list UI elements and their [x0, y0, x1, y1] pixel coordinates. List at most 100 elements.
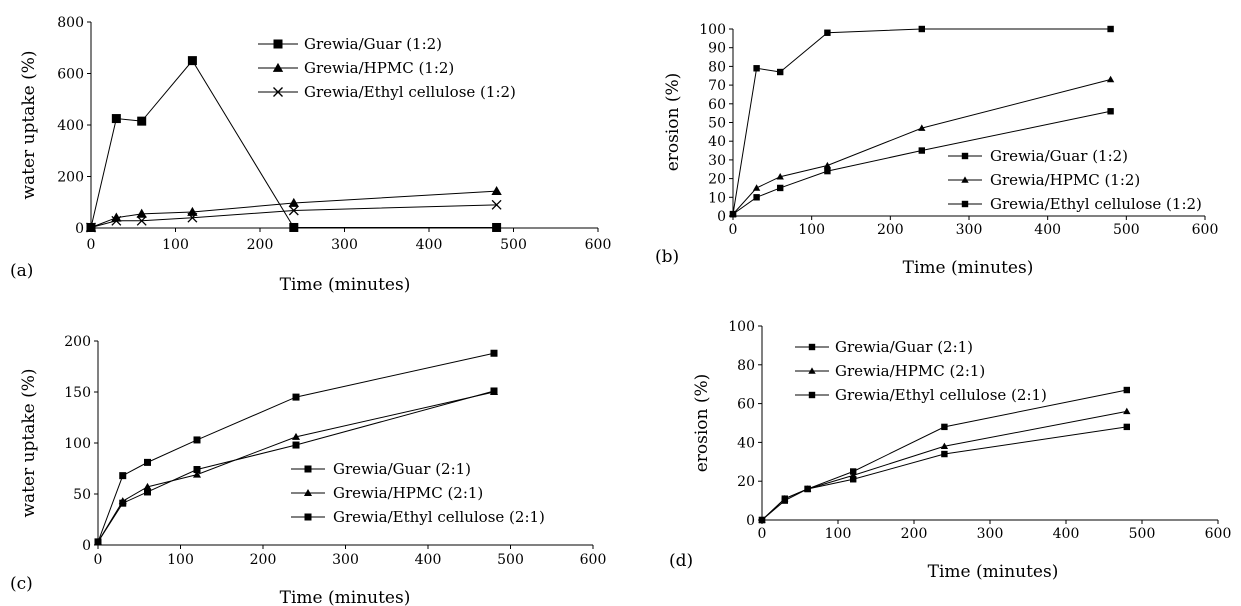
series-3 — [729, 108, 1114, 218]
y-tick-label: 40 — [737, 435, 755, 451]
data-point — [918, 147, 925, 154]
y-tick-label: 0 — [746, 513, 755, 529]
series-line — [761, 410, 1127, 521]
x-tick-label: 600 — [1205, 526, 1232, 542]
legend-label: Grewia/Guar (2:1) — [333, 460, 471, 478]
data-point — [729, 210, 737, 218]
y-axis-title: water uptake (%) — [19, 50, 39, 199]
data-point — [781, 497, 788, 504]
x-tick-label: 400 — [1053, 526, 1080, 542]
data-point — [758, 516, 766, 524]
y-tick-label: 90 — [708, 41, 726, 57]
x-tick-label: 200 — [250, 552, 277, 568]
legend-label: Grewia/Ethyl cellulose (1:2) — [304, 83, 516, 101]
legend-entry: Grewia/Guar (2:1) — [795, 338, 973, 356]
legend-entry: Grewia/HPMC (1:2) — [948, 171, 1140, 189]
y-tick-label: 200 — [64, 334, 91, 350]
data-point — [136, 215, 147, 226]
y-tick-label: 10 — [708, 190, 726, 206]
legend-marker — [304, 465, 312, 473]
legend-marker — [961, 200, 969, 208]
series-line — [732, 79, 1111, 215]
series-2 — [729, 75, 1115, 217]
legend-marker — [304, 513, 312, 521]
y-tick-label: 100 — [728, 319, 755, 335]
data-point — [292, 393, 300, 401]
legend-marker — [303, 488, 313, 497]
legend-label: Grewia/Guar (1:2) — [990, 147, 1128, 165]
legend-label: Grewia/HPMC (2:1) — [835, 362, 985, 380]
legend-label: Grewia/Ethyl cellulose (1:2) — [990, 195, 1202, 213]
x-tick-label: 500 — [500, 237, 527, 253]
legend-marker — [808, 367, 816, 374]
panel-label: (c) — [10, 574, 33, 594]
y-tick-label: 0 — [82, 538, 91, 554]
data-point — [490, 349, 498, 357]
y-tick-label: 150 — [64, 385, 91, 401]
data-point — [136, 208, 147, 218]
y-tick-label: 40 — [708, 134, 726, 150]
x-tick-label: 100 — [825, 526, 852, 542]
data-point — [940, 442, 949, 450]
series-line — [97, 352, 495, 543]
legend-entry: Grewia/Ethyl cellulose (2:1) — [795, 386, 1047, 404]
series-3 — [758, 423, 1130, 524]
x-tick-label: 0 — [87, 237, 96, 253]
data-point — [752, 184, 761, 191]
data-point — [776, 173, 784, 180]
legend-entry: Grewia/Ethyl cellulose (2:1) — [291, 508, 545, 526]
y-tick-label: 20 — [708, 172, 726, 188]
data-point — [941, 450, 948, 458]
x-tick-label: 300 — [956, 222, 983, 238]
x-tick-label: 500 — [497, 552, 524, 568]
data-point — [1107, 108, 1114, 115]
y-tick-label: 600 — [57, 67, 84, 83]
chart-c: 0 50 100 150 200 0 100 200 300 400 500 600 Time (min… — [10, 334, 606, 606]
x-tick-label: 0 — [94, 552, 103, 568]
x-tick-label: 300 — [331, 237, 358, 253]
x-tick-label: 400 — [416, 237, 443, 253]
series-line — [732, 28, 1111, 215]
data-point — [119, 499, 127, 507]
legend-marker — [808, 391, 816, 399]
y-tick-label: 0 — [717, 209, 726, 225]
series-3 — [86, 199, 502, 233]
data-point — [292, 441, 300, 449]
series-line — [90, 59, 497, 228]
x-tick-label: 600 — [580, 552, 607, 568]
y-tick-label: 50 — [73, 487, 91, 503]
legend-label: Grewia/HPMC (1:2) — [304, 59, 454, 77]
y-axis-title: erosion (%) — [663, 73, 683, 172]
panel-label: (d) — [669, 551, 693, 571]
data-point — [824, 167, 831, 175]
data-point — [850, 468, 857, 475]
legend-entry: Grewia/HPMC (2:1) — [795, 362, 985, 380]
data-point — [777, 68, 784, 76]
data-point — [1123, 386, 1130, 394]
y-tick-label: 60 — [708, 97, 726, 113]
data-point — [111, 212, 122, 222]
data-point — [850, 476, 857, 483]
data-point — [144, 488, 151, 496]
data-point — [288, 197, 299, 207]
y-tick-label: 20 — [737, 474, 755, 490]
data-point — [1123, 423, 1130, 431]
x-tick-label: 200 — [877, 222, 904, 238]
y-tick-label: 400 — [57, 118, 84, 134]
data-point — [187, 206, 198, 216]
legend-marker — [273, 87, 283, 97]
data-point — [824, 29, 831, 36]
legend-label: Grewia/HPMC (2:1) — [333, 484, 483, 502]
data-point — [492, 222, 502, 232]
panel-label: (a) — [10, 261, 33, 281]
x-tick-label: 100 — [162, 237, 189, 253]
legend-marker — [961, 152, 969, 160]
x-tick-label: 300 — [977, 526, 1004, 542]
legend-label: Grewia/Guar (2:1) — [835, 338, 973, 356]
series-line — [732, 110, 1111, 215]
chart-d: 0 20 40 60 80 100 0 100 200 300 400 500 600 Time (min… — [669, 319, 1231, 582]
data-point — [291, 432, 301, 440]
x-axis-title: Time (minutes) — [280, 275, 411, 295]
data-point — [119, 472, 127, 480]
